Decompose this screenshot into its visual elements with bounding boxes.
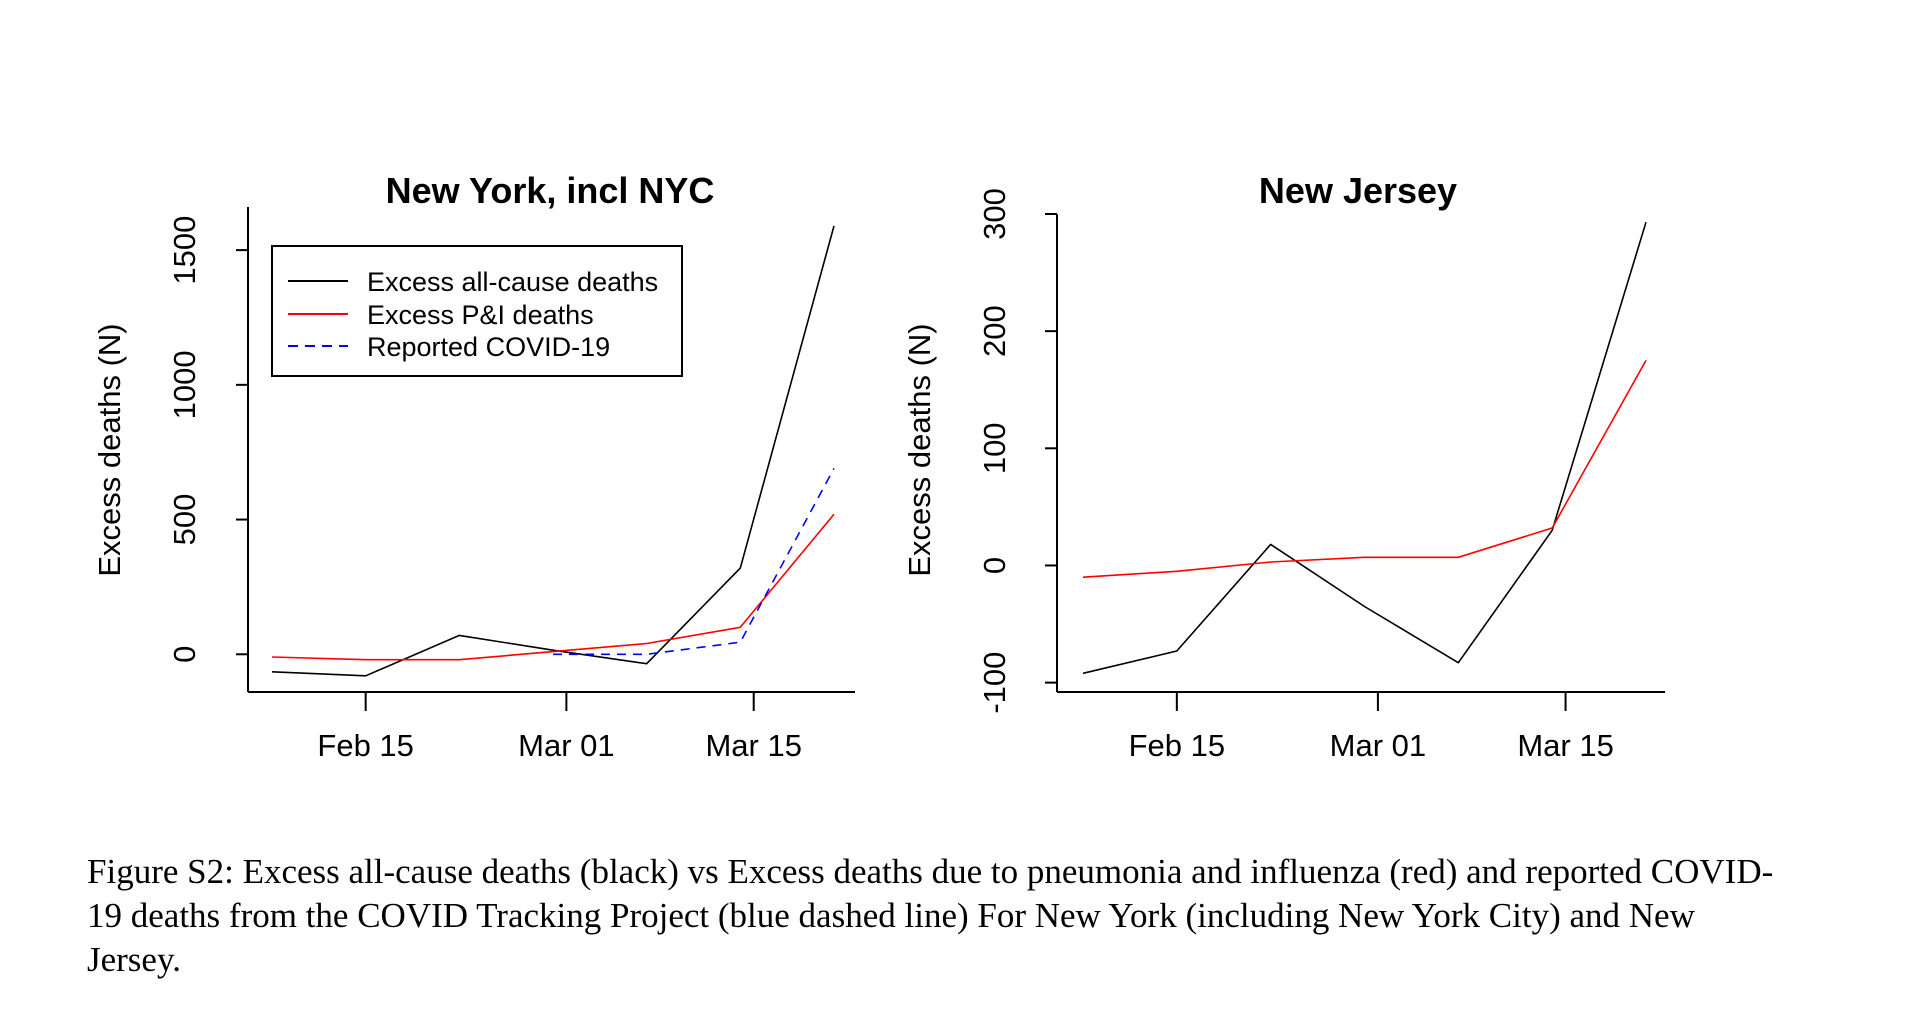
y-tick-label: 1500	[167, 216, 202, 285]
y-tick-label: 100	[977, 422, 1012, 474]
x-tick-label: Feb 15	[1129, 728, 1226, 763]
y-tick-label: 1000	[167, 350, 202, 419]
y-tick-label: 300	[977, 188, 1012, 240]
y-ticks: 0 500 1000 1500	[167, 216, 248, 663]
series-line-covid	[553, 468, 835, 656]
chart-title: New Jersey	[1259, 170, 1457, 211]
legend-label-pi: Excess P&I deaths	[367, 300, 594, 330]
legend-box	[271, 245, 683, 377]
x-tick-label: Mar 15	[1517, 728, 1613, 763]
figure-caption: Figure S2: Excess all-cause deaths (blac…	[87, 852, 1774, 979]
y-tick-label: 200	[977, 305, 1012, 357]
chart-new-jersey: New Jersey Excess deaths (N) -100 0 100 200…	[902, 170, 1665, 763]
x-tick-label: Mar 01	[518, 728, 614, 763]
x-tick-label: Mar 01	[1330, 728, 1426, 763]
x-ticks: Feb 15 Mar 01 Mar 15	[1129, 692, 1614, 763]
series-line-pi	[271, 513, 835, 661]
chart-title: New York, incl NYC	[386, 170, 715, 211]
chart-new-york: New York, incl NYC Excess deaths (N) 0 50…	[92, 170, 855, 763]
y-axis-label: Excess deaths (N)	[902, 323, 937, 576]
y-tick-label: -100	[977, 652, 1012, 714]
series-lines	[1082, 221, 1647, 675]
x-tick-label: Mar 15	[705, 728, 801, 763]
series-line-all-cause	[271, 225, 835, 677]
series-line-all-cause	[1082, 221, 1647, 675]
y-axis-label: Excess deaths (N)	[92, 323, 127, 576]
y-tick-label: 500	[167, 494, 202, 546]
y-tick-label: 0	[977, 557, 1012, 574]
x-tick-label: Feb 15	[317, 728, 414, 763]
series-line-pi	[1082, 360, 1647, 578]
series-lines	[271, 225, 835, 677]
legend-label-all-cause: Excess all-cause deaths	[367, 267, 658, 297]
legend: Excess all-cause deaths Excess P&I death…	[271, 245, 683, 377]
y-ticks: -100 0 100 200 300	[977, 188, 1057, 714]
y-tick-label: 0	[167, 646, 202, 663]
x-ticks: Feb 15 Mar 01 Mar 15	[317, 692, 802, 763]
legend-label-covid: Reported COVID-19	[367, 332, 610, 362]
